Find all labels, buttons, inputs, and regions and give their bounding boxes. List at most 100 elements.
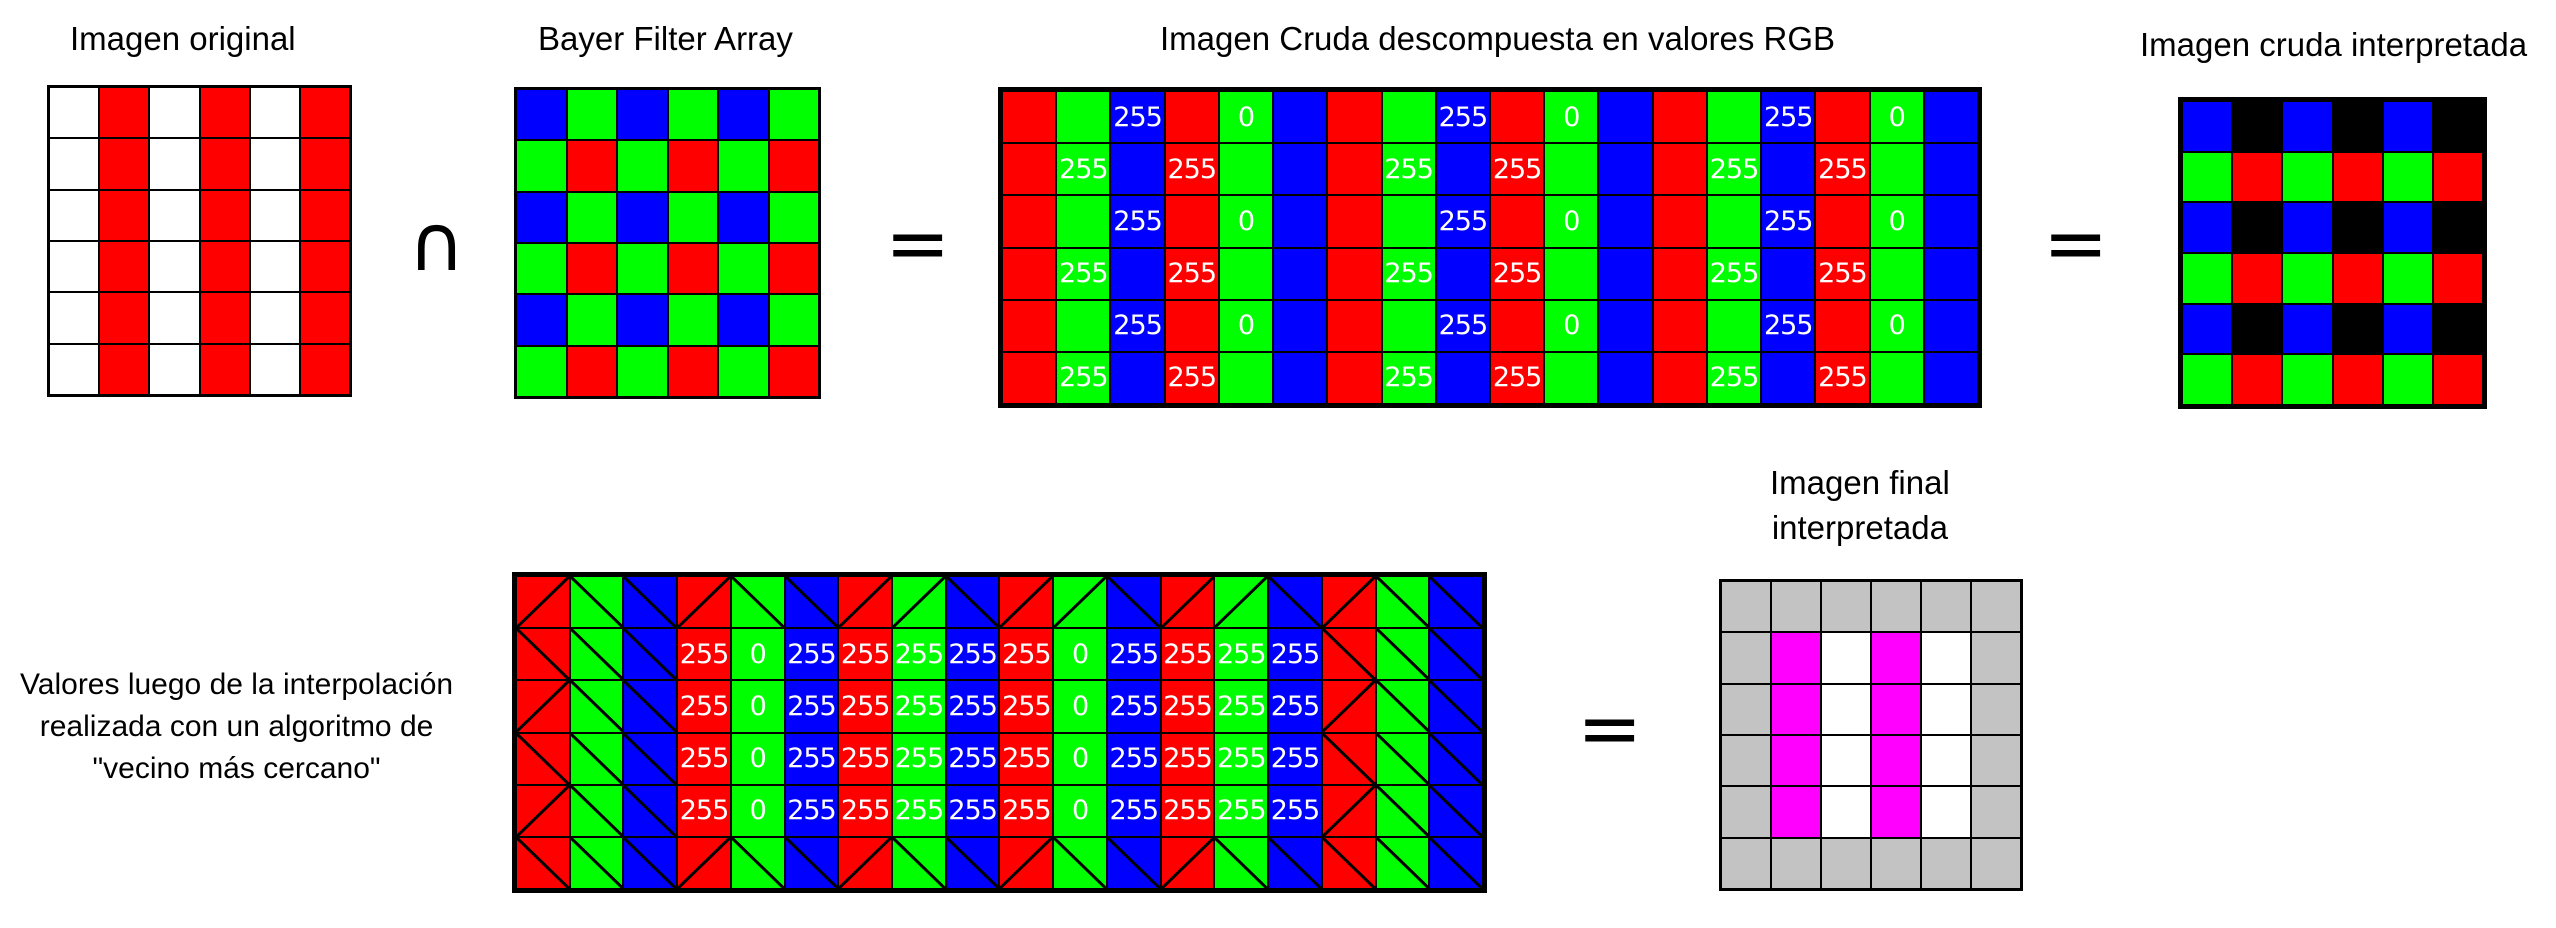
cell-value: 255 <box>1167 153 1217 185</box>
bayer-cell <box>517 90 566 140</box>
final-cell <box>1872 735 1920 786</box>
interpolated-cell <box>1322 577 1375 628</box>
raw-cell <box>1599 144 1652 195</box>
final-cell <box>1972 735 2020 786</box>
bayer-cell <box>719 243 768 294</box>
interpolated-cell <box>517 837 569 888</box>
raw-cell: 0 <box>1219 92 1273 143</box>
interpolated-cell: 255 <box>1269 629 1321 680</box>
interpolated-cell: 255 <box>946 785 999 836</box>
raw-interpreted-cell <box>2383 355 2432 404</box>
diagonal-line <box>1430 786 1482 836</box>
cell-value: 255 <box>1709 362 1760 394</box>
cell-value: 255 <box>1167 362 1217 394</box>
interpolated-cell <box>1054 577 1106 628</box>
cell-value: 0 <box>1888 101 1906 133</box>
cell-value: 255 <box>948 743 998 775</box>
diagonal-line <box>839 577 891 627</box>
raw-cell <box>1057 300 1110 351</box>
bayer-cell <box>668 90 717 140</box>
cell-value: 255 <box>1438 205 1489 237</box>
cell-value: 255 <box>1059 153 1109 185</box>
diagonal-line <box>1054 838 1106 888</box>
final-cell <box>1822 838 1870 888</box>
interpolated-cell: 255 <box>839 733 892 784</box>
cell-value: 255 <box>840 638 891 670</box>
raw-cell <box>1924 144 1977 195</box>
raw-cell: 0 <box>1545 92 1598 143</box>
raw-cell <box>1274 352 1327 403</box>
raw-interpreted-cell <box>2383 152 2432 202</box>
interpolated-cell <box>839 837 892 888</box>
cell-value: 255 <box>1384 362 1434 394</box>
raw-cell <box>1328 144 1381 195</box>
bayer-cell <box>618 90 667 140</box>
cell-value: 255 <box>1216 690 1267 722</box>
diagonal-line <box>1162 577 1214 627</box>
bayer-cell <box>567 90 616 140</box>
raw-interpreted-grid <box>2178 97 2487 409</box>
raw-cell: 255 <box>1816 248 1869 299</box>
interpolated-cell: 255 <box>1269 785 1321 836</box>
raw-cell: 255 <box>1436 196 1489 247</box>
interpolated-cell: 0 <box>731 785 784 836</box>
bayer-cell <box>769 90 818 140</box>
raw-cell <box>1328 300 1381 351</box>
raw-cell <box>1870 248 1923 299</box>
interpolated-cell: 255 <box>1000 733 1053 784</box>
raw-cell: 255 <box>1111 92 1164 143</box>
cell-value: 0 <box>749 743 767 775</box>
diagonal-line <box>1430 629 1482 679</box>
interpolation-note-line-3: "vecino más cercano" <box>92 752 381 785</box>
cell-value: 0 <box>1071 690 1089 722</box>
raw-cell <box>1924 248 1977 299</box>
diagonal-line <box>1000 577 1052 627</box>
cell-value: 255 <box>787 638 837 670</box>
original-cell <box>250 293 299 343</box>
raw-cell <box>1762 144 1815 195</box>
cell-value: 255 <box>1216 743 1267 775</box>
cell-value: 255 <box>894 690 945 722</box>
raw-cell <box>1545 248 1598 299</box>
title-bayer-filter-array: Bayer Filter Array <box>538 20 793 57</box>
cell-value: 255 <box>1109 638 1160 670</box>
bayer-cell <box>567 295 616 345</box>
diagonal-line <box>1054 577 1106 627</box>
bayer-cell <box>769 192 818 242</box>
interpolated-cell: 255 <box>893 733 945 784</box>
cell-value: 255 <box>1167 258 1217 290</box>
final-cell <box>1922 735 1970 786</box>
interpolated-cell <box>570 837 623 888</box>
interpolated-cell: 255 <box>893 681 945 732</box>
interpolated-cell <box>1322 629 1375 680</box>
diagonal-line <box>624 629 676 679</box>
interpolated-cell <box>1161 837 1214 888</box>
interpolated-cell: 255 <box>1107 733 1160 784</box>
raw-cell: 255 <box>1762 196 1815 247</box>
raw-cell <box>1382 196 1435 247</box>
diagonal-line <box>571 577 623 627</box>
raw-cell <box>1328 352 1381 403</box>
raw-cell: 255 <box>1707 352 1761 403</box>
raw-cell <box>1328 248 1381 299</box>
original-cell <box>100 344 149 394</box>
title-final-interpreted: Imagen final interpretada <box>1770 462 1950 549</box>
raw-interpreted-cell <box>2233 203 2282 252</box>
original-cell <box>100 241 149 292</box>
cell-value: 255 <box>1438 101 1489 133</box>
title-final-line-1: Imagen final <box>1770 464 1950 501</box>
interpolated-cell <box>1269 837 1321 888</box>
interpolated-cell: 255 <box>785 785 838 836</box>
diagonal-line <box>1215 577 1267 627</box>
interpolated-cell: 255 <box>1161 733 1214 784</box>
interpolated-cell <box>1054 837 1106 888</box>
cell-value: 255 <box>1059 258 1109 290</box>
final-cell <box>1922 633 1970 683</box>
raw-cell: 255 <box>1165 144 1218 195</box>
raw-cell: 0 <box>1545 196 1598 247</box>
diagonal-line <box>1215 838 1267 888</box>
raw-interpreted-cell <box>2183 203 2232 252</box>
original-cell <box>100 293 149 343</box>
bayer-cell <box>668 192 717 242</box>
raw-interpreted-cell <box>2183 355 2232 404</box>
